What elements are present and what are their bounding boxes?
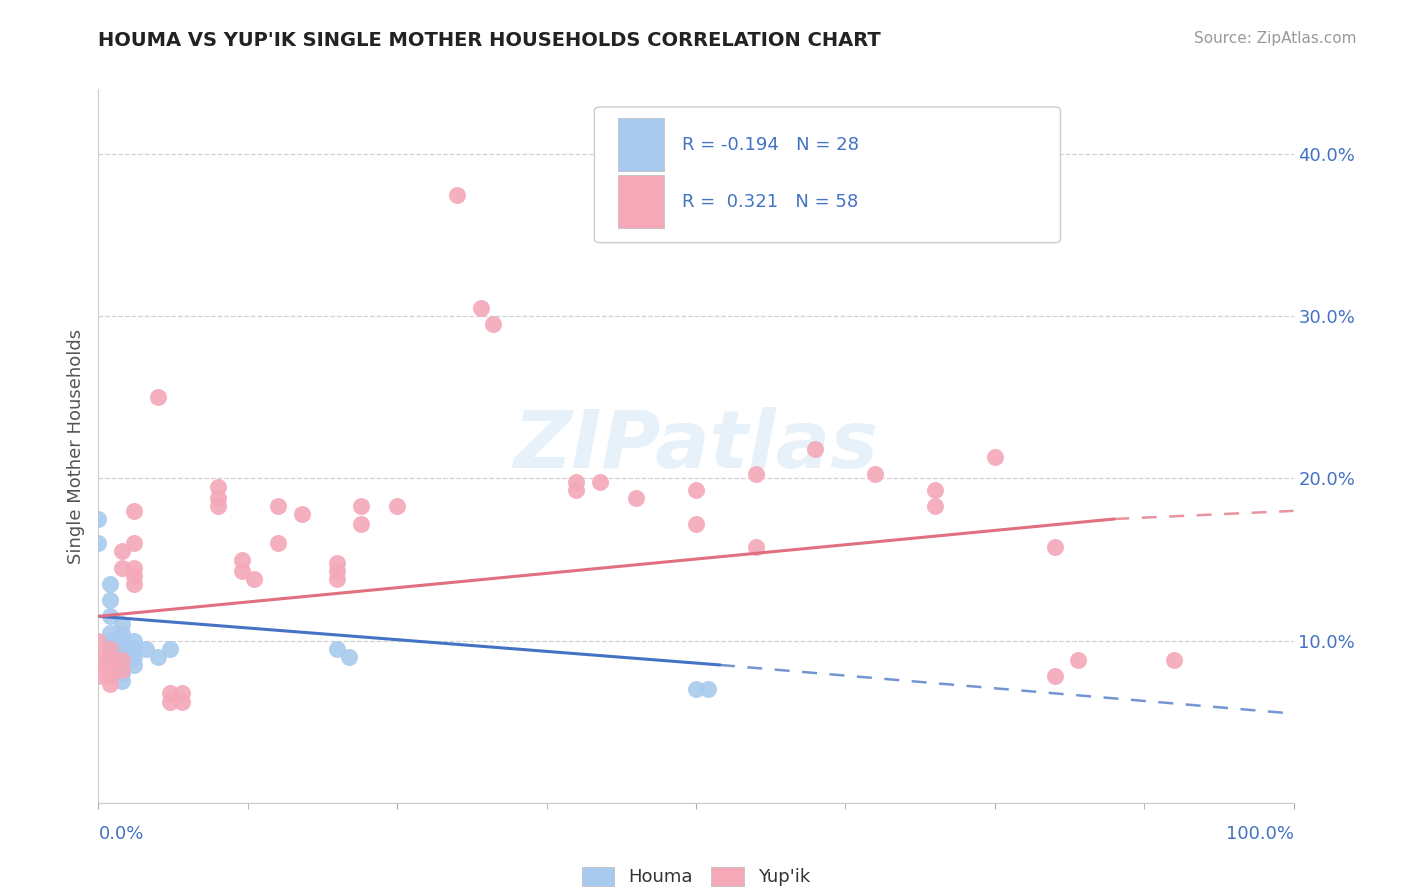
Point	[337, 649, 360, 664]
Point	[159, 685, 181, 699]
Point	[267, 536, 290, 550]
Point	[98, 633, 122, 648]
Point	[124, 657, 146, 672]
Point	[326, 564, 349, 578]
Point	[172, 685, 194, 699]
Point	[124, 504, 146, 518]
Point	[481, 318, 505, 332]
Point	[1043, 540, 1066, 554]
Point	[148, 390, 170, 404]
Legend: Houma, Yup'ik: Houma, Yup'ik	[575, 859, 817, 892]
Point	[745, 467, 768, 481]
Point	[111, 653, 134, 667]
Point	[983, 450, 1005, 465]
Point	[124, 577, 146, 591]
Point	[350, 499, 373, 513]
Point	[243, 572, 266, 586]
Point	[98, 577, 122, 591]
Point	[207, 491, 229, 505]
Point	[98, 641, 122, 656]
Point	[124, 560, 146, 574]
Point	[111, 633, 134, 648]
FancyBboxPatch shape	[619, 175, 664, 228]
Point	[267, 499, 290, 513]
Point	[98, 649, 122, 664]
Point	[87, 657, 110, 672]
Point	[98, 641, 122, 656]
Point	[135, 641, 157, 656]
Point	[124, 536, 146, 550]
Point	[124, 649, 146, 664]
FancyBboxPatch shape	[619, 118, 664, 171]
Point	[111, 617, 134, 632]
Point	[1043, 669, 1066, 683]
Point	[111, 544, 134, 558]
Point	[87, 536, 110, 550]
Point	[470, 301, 492, 315]
Point	[159, 695, 181, 709]
Point	[111, 625, 134, 640]
Point	[87, 669, 110, 683]
Point	[385, 499, 409, 513]
Point	[231, 552, 253, 566]
Point	[863, 467, 886, 481]
Point	[804, 442, 827, 457]
Text: R = -0.194   N = 28: R = -0.194 N = 28	[682, 136, 859, 153]
Point	[124, 633, 146, 648]
Point	[172, 695, 194, 709]
Text: R =  0.321   N = 58: R = 0.321 N = 58	[682, 193, 858, 211]
Point	[87, 633, 110, 648]
Point	[624, 491, 647, 505]
Point	[98, 677, 122, 691]
Point	[446, 187, 468, 202]
Text: 100.0%: 100.0%	[1226, 825, 1294, 843]
Text: 0.0%: 0.0%	[98, 825, 143, 843]
Point	[565, 483, 588, 497]
Point	[98, 653, 122, 667]
Text: HOUMA VS YUP'IK SINGLE MOTHER HOUSEHOLDS CORRELATION CHART: HOUMA VS YUP'IK SINGLE MOTHER HOUSEHOLDS…	[98, 31, 882, 50]
Point	[159, 641, 181, 656]
Point	[98, 669, 122, 683]
Point	[148, 649, 170, 664]
Point	[697, 682, 720, 697]
Point	[1067, 653, 1090, 667]
Point	[87, 512, 110, 526]
Point	[1163, 653, 1185, 667]
Y-axis label: Single Mother Households: Single Mother Households	[66, 328, 84, 564]
Point	[326, 641, 349, 656]
Point	[124, 568, 146, 582]
Point	[111, 657, 134, 672]
Point	[87, 649, 110, 664]
FancyBboxPatch shape	[595, 107, 1060, 243]
Point	[326, 556, 349, 570]
Point	[924, 499, 946, 513]
Point	[111, 649, 134, 664]
Point	[685, 516, 707, 531]
Point	[745, 540, 768, 554]
Point	[231, 564, 253, 578]
Point	[685, 682, 707, 697]
Point	[98, 625, 122, 640]
Point	[98, 663, 122, 677]
Point	[111, 666, 134, 681]
Point	[111, 674, 134, 689]
Point	[924, 483, 946, 497]
Point	[124, 641, 146, 656]
Point	[98, 593, 122, 607]
Point	[98, 609, 122, 624]
Point	[111, 560, 134, 574]
Point	[207, 499, 229, 513]
Point	[111, 641, 134, 656]
Point	[326, 572, 349, 586]
Point	[685, 483, 707, 497]
Point	[290, 507, 312, 521]
Text: ZIPatlas: ZIPatlas	[513, 407, 879, 485]
Text: Source: ZipAtlas.com: Source: ZipAtlas.com	[1194, 31, 1357, 46]
Point	[565, 475, 588, 489]
Point	[589, 475, 612, 489]
Point	[207, 479, 229, 493]
Point	[111, 663, 134, 677]
Point	[350, 516, 373, 531]
